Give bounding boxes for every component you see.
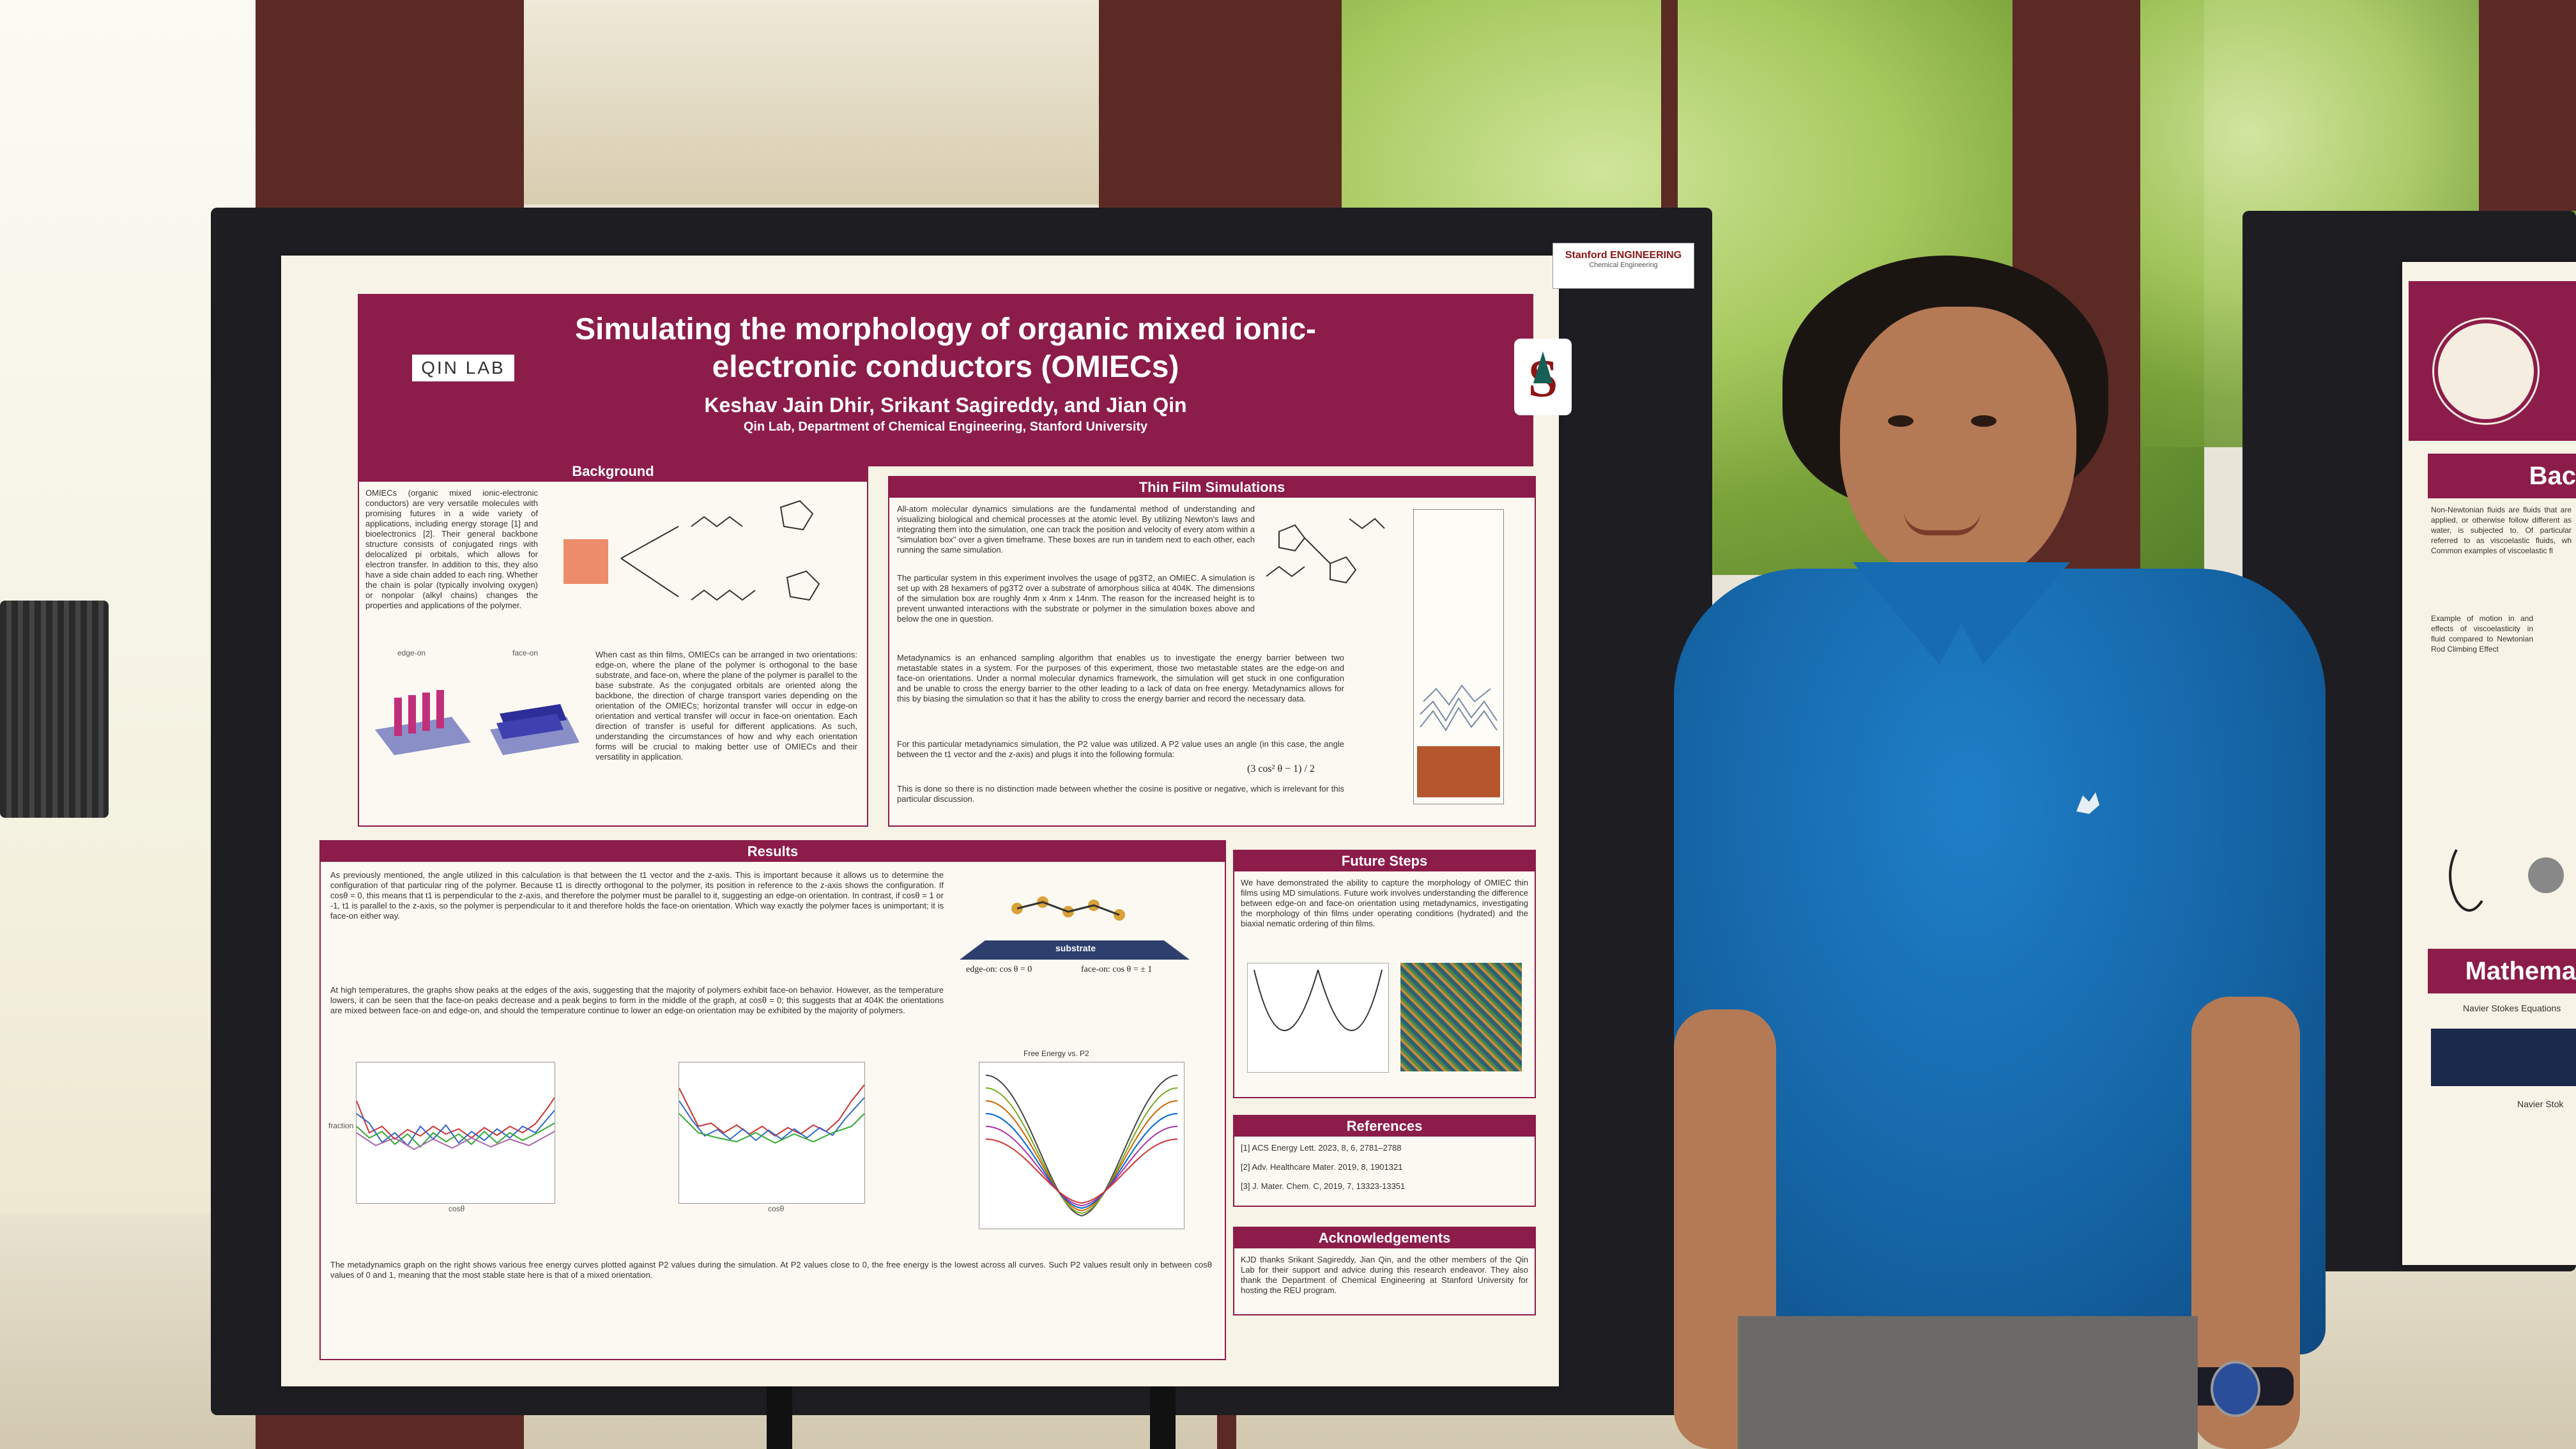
right-poster: Bac Non-Newtonian fluids are fluids that…: [2402, 262, 2576, 1265]
window-frame: [2479, 0, 2576, 211]
section-references: References [1] ACS Energy Lett. 2023, 8,…: [1233, 1115, 1536, 1207]
section-thin-film: Thin Film Simulations All-atom molecular…: [888, 476, 1536, 827]
free-energy-title: Free Energy vs. P2: [1023, 1049, 1089, 1058]
pg3t2-structure: [1260, 506, 1388, 615]
right-poster-text-3: Navier Stokes Equations: [2463, 1003, 2561, 1013]
face-on-equation: face-on: cos θ = ± 1: [1081, 965, 1153, 974]
parabola-plot: [1247, 963, 1389, 1073]
background-text-2: When cast as thin films, OMIECs can be a…: [595, 650, 857, 762]
results-text-2: At high temperatures, the graphs show pe…: [330, 985, 944, 1015]
title-banner: QIN LAB Simulating the morphology of org…: [358, 294, 1572, 466]
right-poster-text-2: Example of motion in and effects of visc…: [2431, 614, 2533, 654]
right-poster-header: [2409, 281, 2576, 441]
stanford-tag-sub: Chemical Engineering: [1589, 261, 1658, 269]
right-section-background-title: Bac: [2428, 454, 2576, 498]
section-results-title: Results: [321, 841, 1225, 862]
p2-formula: (3 cos² θ − 1) / 2: [1247, 763, 1315, 774]
section-future-title: Future Steps: [1234, 851, 1535, 871]
stanford-logo: S: [1514, 339, 1572, 415]
thin-film-text-5: This is done so there is no distinction …: [897, 784, 1344, 804]
person-eye-right: [1971, 415, 1997, 427]
easel-leg: [767, 1386, 792, 1449]
right-section-math-title: Mathema: [2428, 949, 2576, 993]
research-poster: Stanford ENGINEERING Chemical Engineerin…: [281, 243, 1694, 1386]
acknowledgements-text: KJD thanks Srikant Sagireddy, Jian Qin, …: [1241, 1255, 1528, 1295]
person-face: [1840, 307, 2076, 588]
background-text-1: OMIECs (organic mixed ionic-electronic c…: [365, 488, 538, 610]
thin-film-text-2: The particular system in this experiment…: [897, 573, 1255, 624]
thin-film-text-1: All-atom molecular dynamics simulations …: [897, 504, 1255, 555]
section-background: Background OMIECs (organic mixed ionic-e…: [358, 460, 868, 827]
section-acknowledgements: Acknowledgements KJD thanks Srikant Sagi…: [1233, 1227, 1536, 1315]
section-results: Results As previously mentioned, the ang…: [319, 840, 1226, 1360]
section-acknowledgements-title: Acknowledgements: [1234, 1228, 1535, 1248]
results-text-3: The metadynamics graph on the right show…: [330, 1260, 1212, 1280]
label-face-on: face-on: [512, 648, 539, 657]
thin-film-text-3: Metadynamics is an enhanced sampling alg…: [897, 653, 1344, 703]
university-seal: [2434, 319, 2538, 423]
plot1-xlabel: cosθ: [448, 1204, 465, 1213]
poster-affiliation: Qin Lab, Department of Chemical Engineer…: [743, 420, 1148, 434]
poster-authors: Keshav Jain Dhir, Srikant Sagireddy, and…: [704, 394, 1187, 417]
future-text: We have demonstrated the ability to capt…: [1241, 878, 1528, 928]
histogram-plot-1: [356, 1062, 555, 1204]
stanford-tag-label: Stanford ENGINEERING: [1565, 250, 1682, 261]
section-background-title: Background: [359, 461, 867, 482]
simulation-box-render: [1413, 509, 1504, 804]
section-references-title: References: [1234, 1116, 1535, 1137]
substrate-diagram: substrate edge-on: cos θ = 0 face-on: co…: [960, 870, 1202, 979]
right-poster-figure: [2431, 824, 2572, 933]
free-energy-plot: [979, 1062, 1184, 1229]
person-smile: [1904, 511, 1981, 535]
right-poster-text-1: Non-Newtonian fluids are fluids that are…: [2431, 505, 2572, 555]
results-text-1: As previously mentioned, the angle utili…: [330, 870, 944, 921]
reference-2: [2] Adv. Healthcare Mater. 2019, 8, 1901…: [1241, 1162, 1403, 1172]
reference-1: [1] ACS Energy Lett. 2023, 8, 6, 2781–27…: [1241, 1143, 1402, 1153]
shirt-logo-icon: [2070, 786, 2106, 822]
person-eye-left: [1888, 415, 1913, 427]
right-poster-text-4: Navier Stok: [2517, 1099, 2564, 1109]
histogram-plot-2: [678, 1062, 865, 1204]
section-future-steps: Future Steps We have demonstrated the ab…: [1233, 850, 1536, 1098]
substrate-label: substrate: [1055, 943, 1096, 953]
stanford-engineering-tag: Stanford ENGINEERING Chemical Engineerin…: [1552, 243, 1694, 289]
edge-on-equation: edge-on: cos θ = 0: [966, 965, 1032, 974]
trash-can: [0, 601, 109, 818]
molecule-diagram: [551, 488, 857, 641]
thin-film-text-4: For this particular metadynamics simulat…: [897, 739, 1344, 759]
poster-title-line2: electronic conductors (OMIECs): [712, 350, 1179, 384]
building-exterior: [524, 0, 1099, 204]
plot2-xlabel: cosθ: [768, 1204, 785, 1213]
label-edge-on: edge-on: [397, 648, 426, 657]
equation-box: [2431, 1029, 2576, 1086]
nematic-render: [1400, 963, 1522, 1071]
section-thin-film-title: Thin Film Simulations: [889, 477, 1535, 498]
reference-3: [3] J. Mater. Chem. C, 2019, 7, 13323-13…: [1241, 1181, 1406, 1191]
orientation-diagram: [369, 659, 586, 787]
qin-lab-logo: QIN LAB: [412, 355, 514, 381]
person-pants: [1738, 1316, 2198, 1449]
poster-title-line1: Simulating the morphology of organic mix…: [574, 312, 1317, 346]
easel-leg: [1150, 1386, 1176, 1449]
watch-face: [2211, 1361, 2260, 1417]
plot1-ylabel: fraction: [328, 1121, 354, 1130]
